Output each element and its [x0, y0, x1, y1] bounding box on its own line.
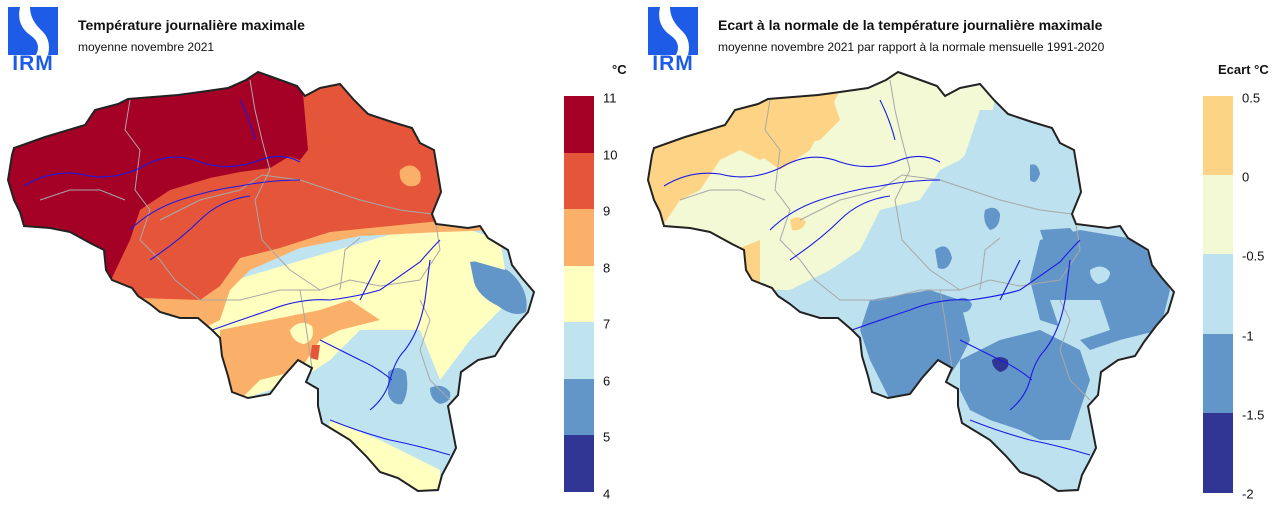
legend-tick-label: 7 [603, 316, 611, 332]
map-title: Ecart à la normale de la température jou… [718, 17, 1103, 33]
legend-tick-label: 4 [603, 486, 611, 502]
legend-swatch [1203, 175, 1233, 256]
irm-logo: IRM [646, 5, 700, 75]
legend-unit: °C [612, 62, 627, 77]
legend-swatch [564, 322, 594, 380]
legend-tick-label: 6 [603, 373, 611, 389]
legend-tick-label: -2 [1242, 486, 1254, 502]
legend-swatch [564, 96, 594, 153]
legend-unit: Ecart °C [1218, 62, 1269, 77]
belgium-temperature-map [0, 60, 560, 507]
legend-tick-label: 10 [603, 147, 618, 163]
max-temperature-panel: IRM Température journalière maximale moy… [0, 5, 627, 507]
legend-tick-label: 11 [603, 90, 617, 106]
legend-tick-label: -1.5 [1242, 407, 1265, 423]
irm-logo: IRM [6, 5, 60, 75]
map-subtitle: moyenne novembre 2021 par rapport à la n… [718, 40, 1105, 54]
color-legend [564, 96, 594, 493]
legend-tick-label: 9 [603, 203, 611, 219]
rivers [663, 99, 1091, 456]
legend-swatch [564, 152, 594, 210]
legend-swatch [1203, 254, 1233, 335]
legend-swatch [564, 265, 594, 323]
legend-tick-label: 0 [1242, 169, 1250, 185]
legend-tick-label: 8 [603, 260, 611, 276]
belgium-anomaly-map [640, 60, 1200, 507]
temperature-zones [8, 72, 534, 491]
legend-tick-label: 5 [603, 429, 611, 445]
legend-tick-label: -1 [1242, 328, 1254, 344]
legend-swatch [564, 435, 594, 493]
logo-text: IRM [652, 52, 694, 75]
anomaly-zones [648, 72, 1174, 491]
legend-swatch [1203, 333, 1233, 414]
legend-swatch [564, 378, 594, 436]
logo-text: IRM [12, 52, 54, 75]
map-subtitle: moyenne novembre 2021 [78, 40, 215, 54]
map-title: Température journalière maximale [78, 17, 305, 33]
legend-tick-label: -0.5 [1242, 248, 1265, 264]
rivers [23, 99, 451, 456]
legend-swatch [1203, 412, 1233, 493]
province-boundaries [679, 79, 1091, 401]
legend-swatch [564, 209, 594, 267]
anomaly-panel: IRM Ecart à la normale de la température… [640, 0, 1280, 507]
color-legend [1203, 96, 1233, 493]
legend-swatch [1203, 96, 1233, 176]
legend-tick-label: 0.5 [1242, 90, 1261, 106]
